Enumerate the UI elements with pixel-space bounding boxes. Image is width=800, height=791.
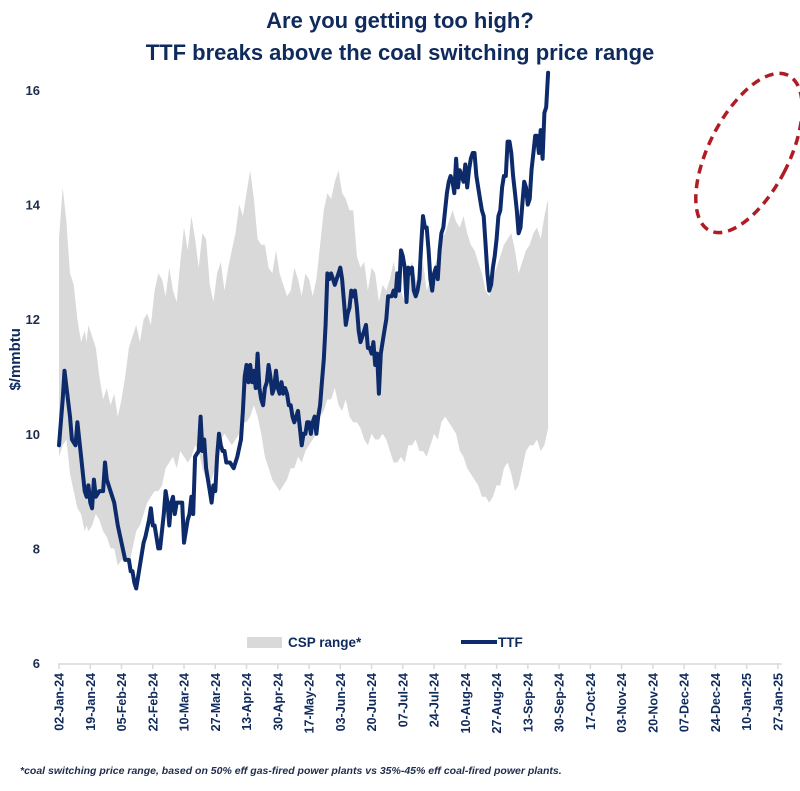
y-tick-label: 10 — [26, 427, 40, 442]
y-tick-label: 14 — [26, 198, 41, 213]
x-tick-label: 20-Nov-24 — [646, 673, 660, 733]
csp-range-area — [59, 170, 549, 566]
x-tick-label: 22-Feb-24 — [146, 673, 160, 731]
x-tick-label: 27-Aug-24 — [490, 673, 504, 733]
x-tick-label: 07-Jul-24 — [396, 673, 410, 727]
x-tick-label: 05-Feb-24 — [115, 673, 129, 731]
x-tick-label: 10-Mar-24 — [178, 673, 192, 731]
x-tick-label: 17-Oct-24 — [584, 673, 598, 730]
ttf-line — [57, 70, 551, 591]
x-tick-label: 24-Dec-24 — [709, 673, 723, 732]
x-tick-label: 20-Jun-24 — [365, 673, 379, 731]
x-tick-label: 13-Sep-24 — [521, 673, 535, 732]
chart-subtitle: TTF breaks above the coal switching pric… — [145, 40, 655, 65]
y-tick-label: 12 — [26, 312, 40, 327]
x-tick-label: 10-Aug-24 — [459, 673, 473, 733]
chart-title: Are you getting too high? — [266, 8, 534, 33]
x-tick-label: 27-Jan-25 — [771, 673, 785, 731]
y-tick-label: 6 — [33, 656, 40, 671]
x-tick-label: 17-May-24 — [303, 673, 317, 733]
footnote: *coal switching price range, based on 50… — [20, 765, 562, 777]
y-tick-label: 8 — [33, 541, 40, 556]
y-tick-label: 16 — [26, 83, 40, 98]
x-tick-label: 24-Jul-24 — [428, 673, 442, 727]
x-tick-label: 13-Apr-24 — [240, 673, 254, 731]
x-tick-label: 19-Jan-24 — [84, 673, 98, 731]
legend-label-ttf: TTF — [498, 635, 523, 650]
x-tick-label: 03-Jun-24 — [334, 673, 348, 731]
x-tick-label: 02-Jan-24 — [53, 673, 67, 731]
x-tick-label: 30-Apr-24 — [271, 673, 285, 731]
x-tick-label: 03-Nov-24 — [615, 673, 629, 733]
highlight-ellipse — [694, 71, 800, 235]
y-axis-label: $/mmbtu — [7, 328, 24, 391]
x-tick-label: 10-Jan-25 — [740, 673, 754, 731]
legend-label-csp: CSP range* — [288, 635, 362, 650]
x-tick-label: 27-Mar-24 — [209, 673, 223, 731]
x-tick-label: 30-Sep-24 — [553, 673, 567, 732]
legend-swatch-csp — [247, 637, 282, 648]
x-tick-label: 07-Dec-24 — [678, 673, 692, 732]
